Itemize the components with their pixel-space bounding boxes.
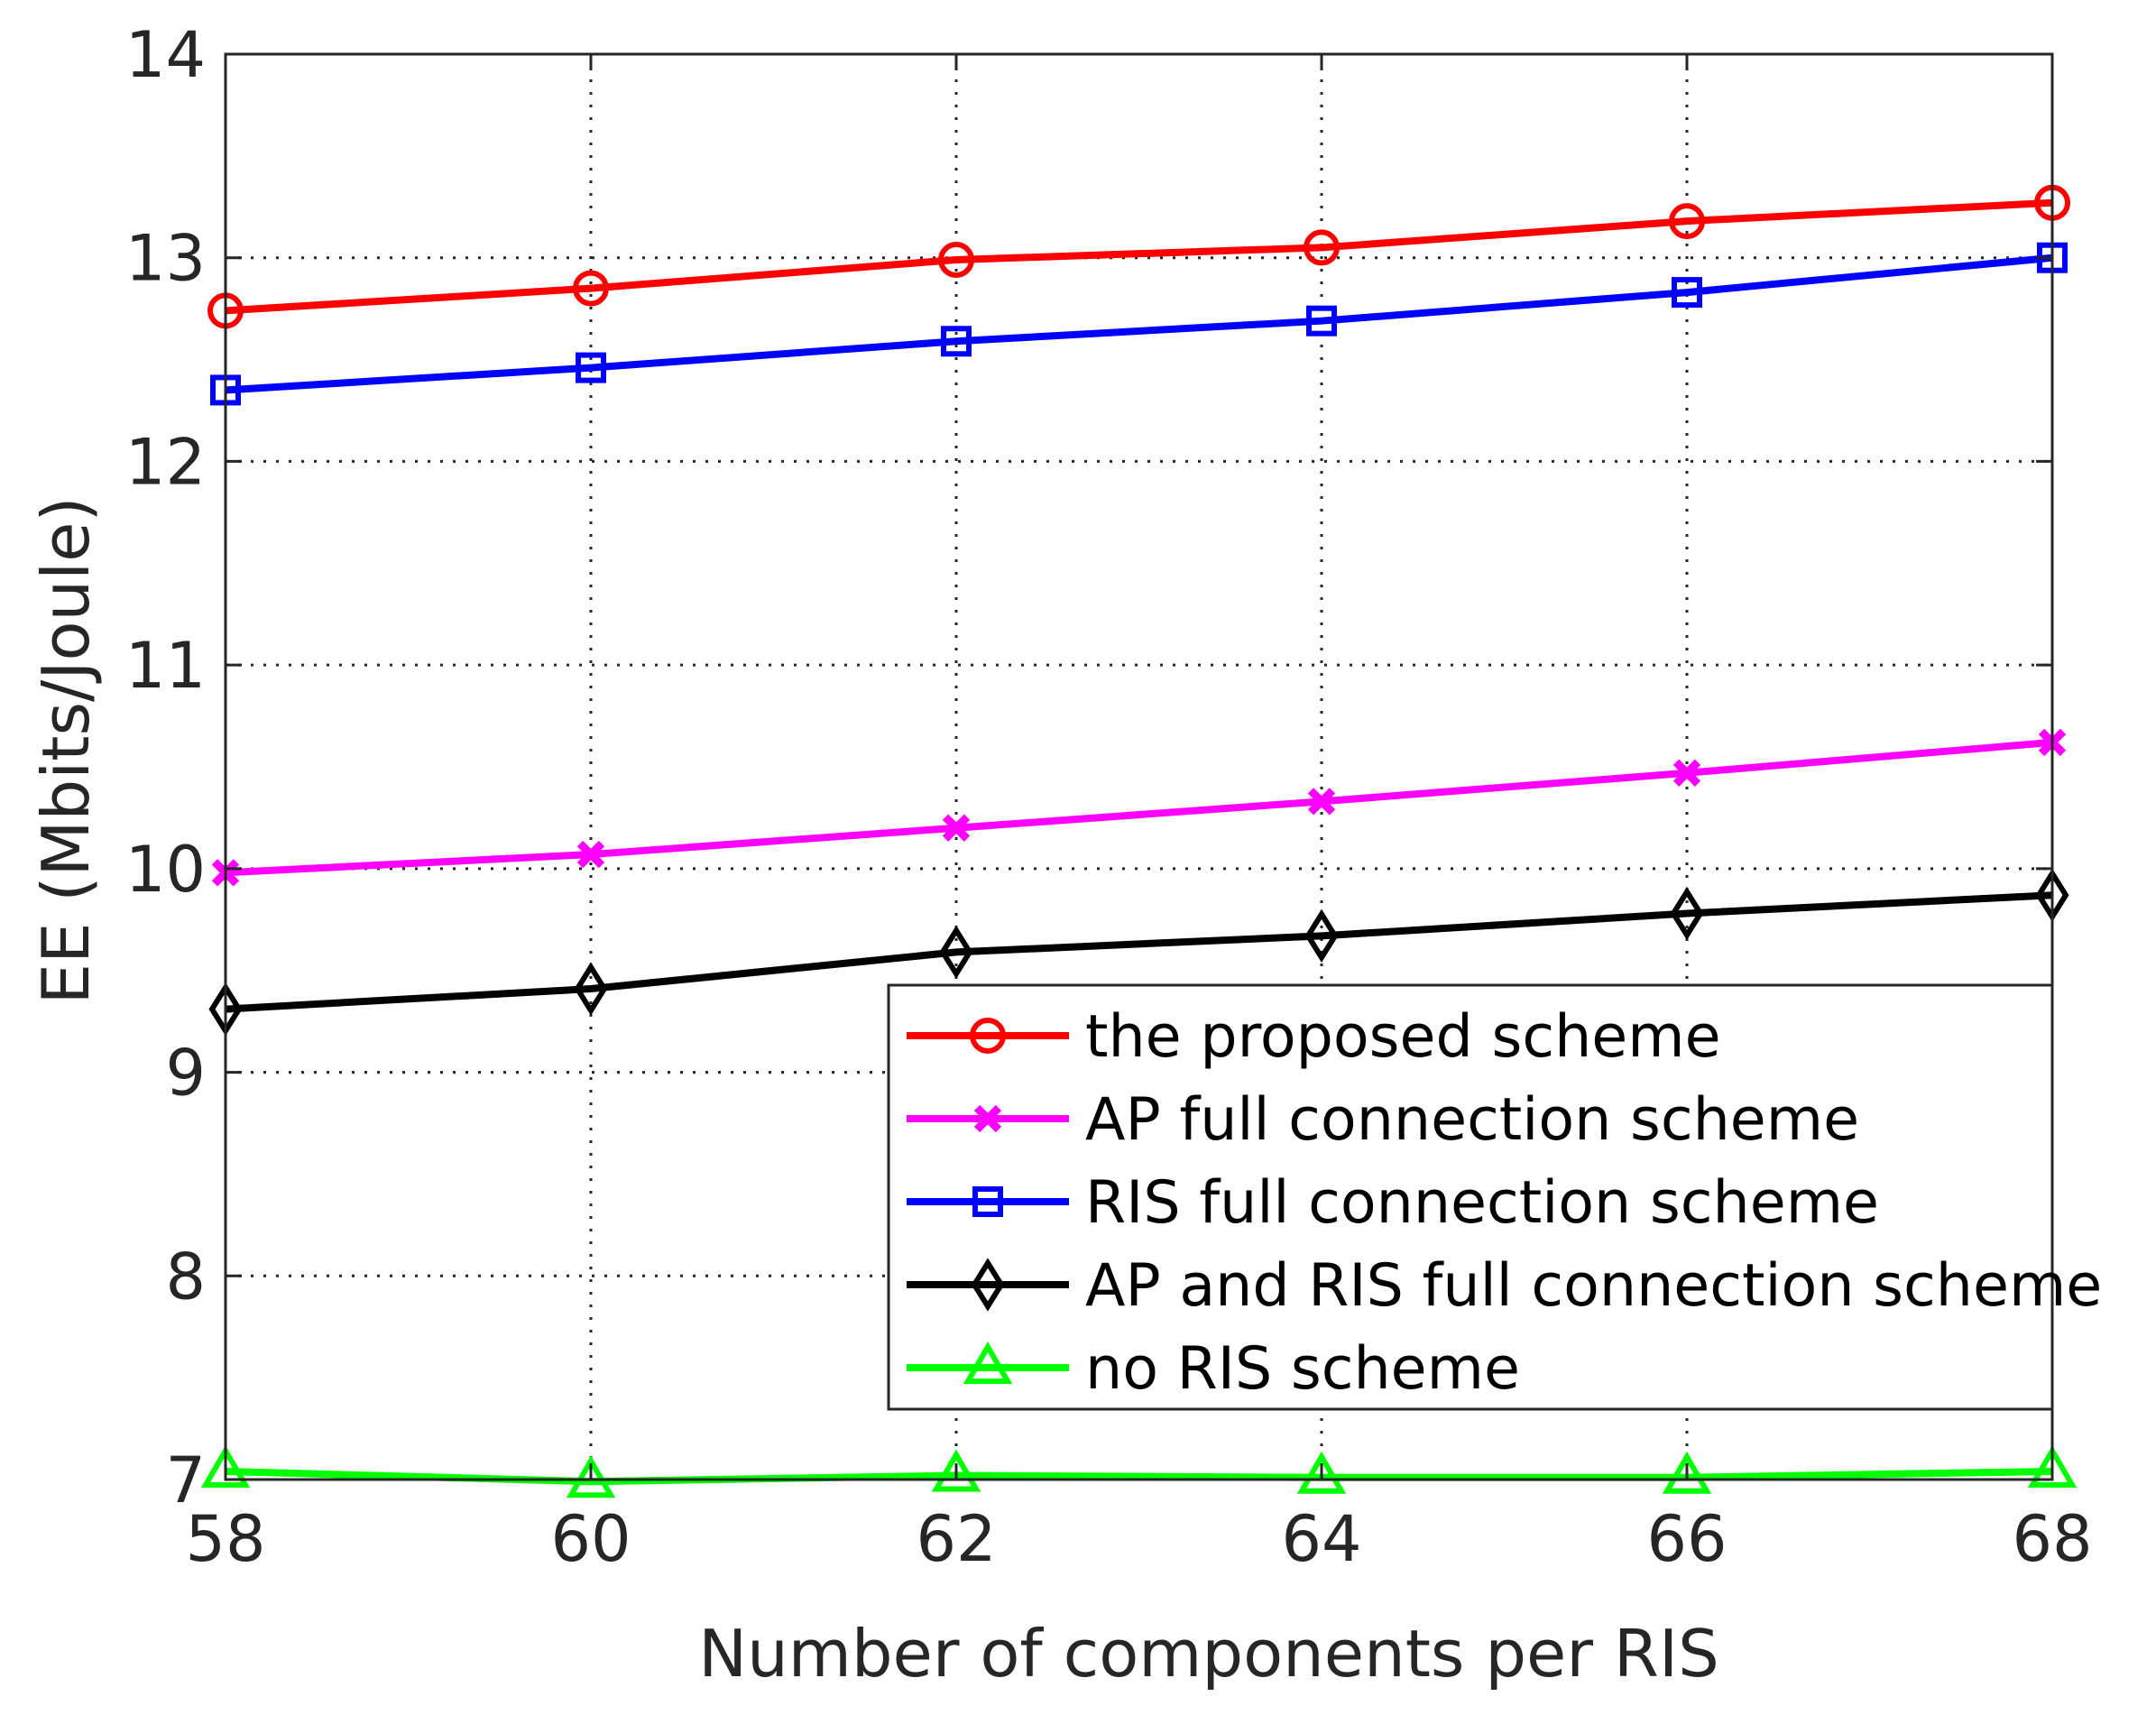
x-tick-label: 60 (550, 1502, 631, 1576)
data-point (1662, 1451, 1712, 1494)
data-point (1304, 229, 1340, 266)
legend-marker (971, 1258, 1005, 1312)
data-point (1296, 1451, 1347, 1494)
x-tick-label: 64 (1281, 1502, 1361, 1576)
series-line (225, 254, 2053, 394)
x-tick-label: 62 (916, 1502, 996, 1576)
data-point (2027, 1444, 2078, 1488)
legend-label: the proposed scheme (1085, 1003, 1721, 1071)
series-line (225, 738, 2053, 877)
data-point (1672, 759, 1701, 787)
y-tick-label: 9 (165, 1037, 206, 1111)
y-tick-label: 13 (125, 222, 206, 296)
data-point (1304, 908, 1339, 964)
legend-entry: the proposed scheme (907, 1003, 1721, 1071)
legend-label: AP and RIS full connection scheme (1085, 1252, 2102, 1320)
data-point (1307, 788, 1336, 816)
data-point (1670, 886, 1704, 941)
data-point (576, 840, 605, 869)
data-point (1306, 305, 1337, 337)
y-tick-label: 14 (125, 18, 206, 92)
data-point (566, 1455, 616, 1498)
data-point (576, 352, 606, 383)
axes-box (224, 52, 2054, 1481)
data-point (941, 326, 972, 357)
x-tick-label: 58 (185, 1502, 265, 1576)
legend-entry: AP and RIS full connection scheme (907, 1252, 2102, 1320)
legend-entry: no RIS scheme (907, 1335, 1520, 1403)
y-axis-title: EE (Mbits/Joule) (28, 496, 104, 1004)
legend-label: RIS full connection scheme (1085, 1169, 1879, 1237)
data-point (573, 270, 609, 307)
legend-marker (973, 1104, 1002, 1133)
data-point (939, 925, 973, 980)
legend: the proposed scheme AP full connection sc… (887, 983, 2102, 1411)
y-tick-label: 11 (125, 629, 206, 703)
y-tick-label: 12 (125, 425, 206, 499)
series-line (225, 198, 2053, 315)
legend-entry: RIS full connection scheme (907, 1169, 1879, 1237)
legend-marker (970, 1018, 1006, 1054)
series-1 (207, 184, 2070, 329)
axes-layer: 58 60 62 64 66 68 7 8 9 10 11 12 13 14 (125, 18, 2093, 1576)
data-point (200, 1444, 251, 1488)
data-point (931, 1449, 981, 1492)
legend-marker (972, 1186, 1003, 1217)
legend-label: AP full connection scheme (1085, 1086, 1859, 1154)
data-point (942, 814, 971, 842)
legend-marker (963, 1342, 1013, 1384)
y-tick-label: 8 (165, 1240, 206, 1314)
legend-box (887, 983, 2054, 1411)
data-point (938, 241, 974, 278)
x-tick-label: 66 (1646, 1502, 1727, 1576)
data-point (1672, 277, 1702, 309)
y-tick-label: 10 (125, 833, 206, 907)
data-point (1669, 203, 1705, 240)
x-tick-label: 68 (2012, 1502, 2092, 1576)
y-tick-label: 7 (165, 1443, 206, 1517)
data-point (574, 962, 608, 1016)
x-axis-title: Number of components per RIS (698, 1616, 1719, 1692)
legend-label: no RIS scheme (1085, 1335, 1520, 1403)
legend-entry: AP full connection scheme (907, 1086, 1859, 1154)
series-2 (211, 728, 2067, 887)
series-line (225, 891, 2053, 1013)
